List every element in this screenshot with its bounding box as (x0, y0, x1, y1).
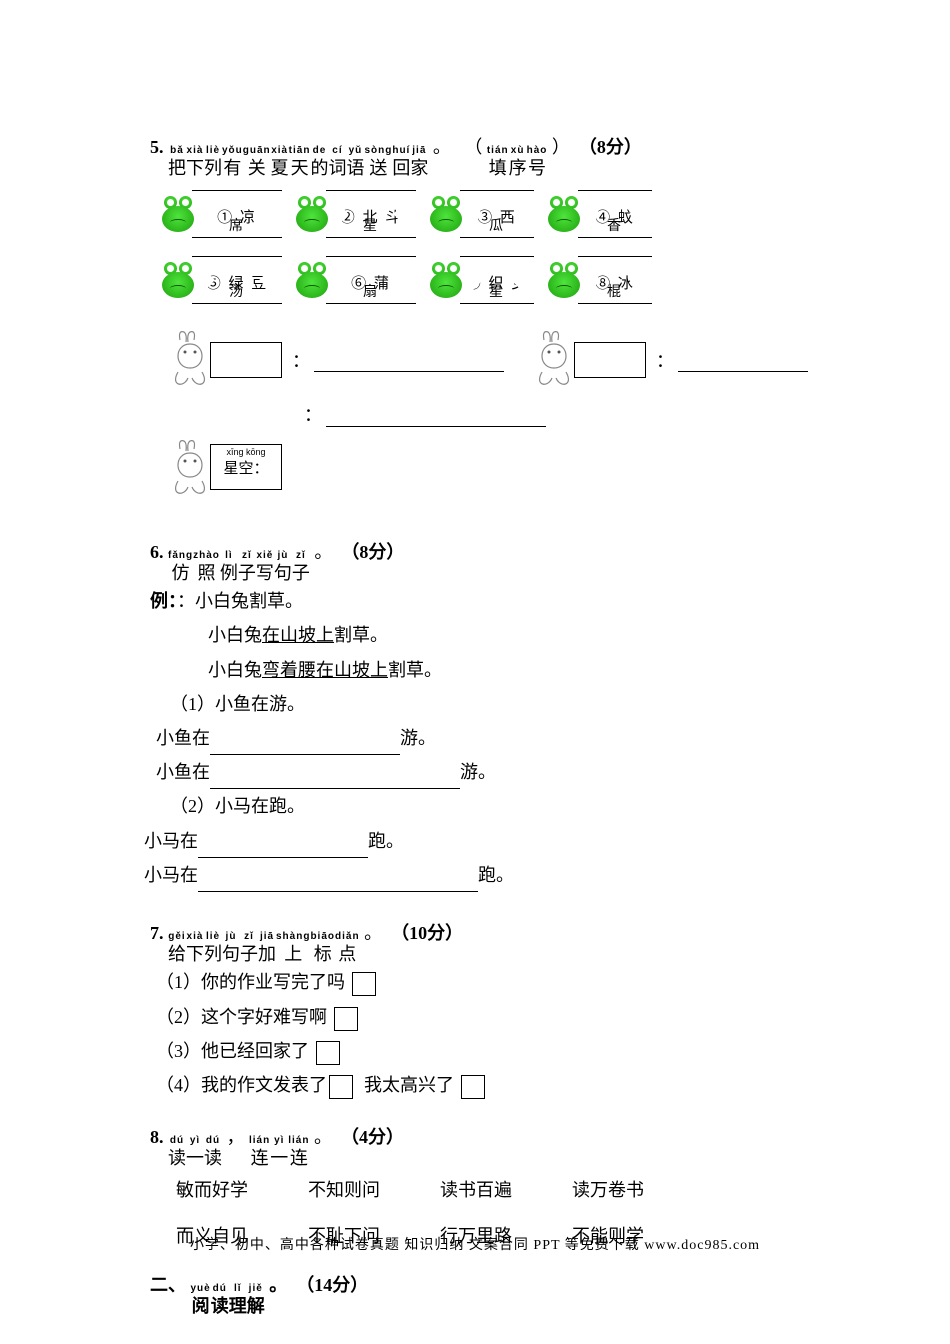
q5-pinyin: bǎ把xià下liè列yǒu有guān关xià夏tiān天de的cí词yǔ语sò… (168, 146, 428, 180)
answer-box[interactable]: xīng kōng 星空： (210, 444, 282, 490)
q6-header: 6. fǎng仿zhào照lì例zǐ子xiě写jù句zǐ子 。 （8分） (150, 535, 820, 585)
q7-header: 7. gěi给xià下liè列jù句zǐ子jiā加shàng上biāo标diǎn… (150, 916, 820, 966)
punct-box[interactable] (461, 1075, 485, 1099)
colon: ： (656, 347, 674, 373)
token: ③ 西瓜 (428, 190, 534, 238)
bunny-icon (160, 328, 220, 392)
q6-sub1: （1）小鱼在游。 (170, 687, 820, 721)
answer-line[interactable] (314, 343, 504, 372)
blank[interactable] (198, 871, 478, 892)
frog-icon (428, 196, 464, 232)
punct-box[interactable] (329, 1075, 353, 1099)
bunny-icon (524, 328, 584, 392)
token: ⑤ 绿 豆汤 (160, 256, 282, 304)
idiom: 不知则问 (308, 1176, 380, 1202)
blank[interactable] (198, 837, 368, 858)
bunny-icon (160, 437, 220, 501)
q8-row1: 敏而好学 不知则问 读书百遍 读万卷书 (176, 1176, 820, 1202)
token: ④ 蚊香 (546, 190, 652, 238)
q5-header: 5. bǎ把xià下liè列yǒu有guān关xià夏tiān天de的cí词yǔ… (150, 130, 820, 180)
word-hex: ④ 蚊香 (578, 190, 652, 238)
q8-number: 8. (150, 1127, 164, 1147)
answer-line[interactable] (326, 398, 546, 427)
word-hex: ⑦ 织 女星 (460, 256, 534, 304)
q6-example: 例：：小白兔割草。 (150, 584, 820, 618)
q5-tokens-row2: ⑤ 绿 豆汤 ⑥ 蒲扇 ⑦ 织 女星 ⑧ 冰棍 (160, 256, 820, 304)
punct-box[interactable] (316, 1041, 340, 1065)
word-hex: ⑤ 绿 豆汤 (192, 256, 282, 304)
q5-tokens-row1: ① 凉席 ② 北 斗星 ③ 西瓜 ④ 蚊香 (160, 190, 820, 238)
answer-line[interactable] (678, 343, 808, 372)
q6-sub2: （2）小马在跑。 (170, 789, 820, 823)
idiom: 敏而好学 (176, 1176, 248, 1202)
frog-icon (294, 262, 330, 298)
q6-number: 6. (150, 542, 164, 562)
blank[interactable] (210, 769, 460, 790)
q7-number: 7. (150, 923, 164, 943)
colon: ： (292, 347, 310, 373)
token: ⑧ 冰棍 (546, 256, 652, 304)
idiom: 读万卷书 (572, 1176, 644, 1202)
token: ⑥ 蒲扇 (294, 256, 416, 304)
frog-icon (160, 196, 196, 232)
word-hex: ③ 西瓜 (460, 190, 534, 238)
q8-header: 8. dú读yì一dú读 ， lián连yì一lián连 。 （4分） (150, 1120, 820, 1170)
frog-icon (428, 262, 464, 298)
q7-pinyin: gěi给xià下liè列jù句zǐ子jiā加shàng上biāo标diǎn点 (168, 932, 360, 966)
frog-icon (546, 262, 582, 298)
worksheet-page: 5. bǎ把xià下liè列yǒu有guān关xià夏tiān天de的cí词yǔ… (0, 0, 950, 1317)
blank[interactable] (210, 734, 400, 755)
frog-icon (546, 196, 582, 232)
token: ② 北 斗星 (294, 190, 416, 238)
punct-box[interactable] (334, 1007, 358, 1031)
word-hex: ⑧ 冰棍 (578, 256, 652, 304)
punct-box[interactable] (352, 972, 376, 996)
word-hex: ⑥ 蒲扇 (326, 256, 416, 304)
answer-box[interactable] (210, 342, 282, 378)
frog-icon (294, 196, 330, 232)
q5-number: 5. (150, 137, 164, 157)
star-label: 星空： (223, 457, 268, 478)
word-hex: ② 北 斗星 (326, 190, 416, 238)
q5-answer-area: ： ： ： xīng kōng 星空： (160, 328, 820, 501)
section2-header: 二、 yuè阅dú读lǐ理jiě解 。 （14分） (150, 1268, 820, 1318)
page-footer: 小学、初中、高中各种试卷真题 知识归纳 文案合同 PPT 等免费下载 www.d… (0, 1234, 950, 1254)
q6-pinyin: fǎng仿zhào照lì例zǐ子xiě写jù句zǐ子 (168, 551, 310, 585)
answer-box[interactable] (574, 342, 646, 378)
frog-icon (160, 262, 196, 298)
pinyin: xīng kōng (226, 447, 265, 457)
colon: ： (304, 401, 322, 427)
word-hex: ① 凉席 (192, 190, 282, 238)
token: ① 凉席 (160, 190, 282, 238)
idiom: 读书百遍 (440, 1176, 512, 1202)
q5-tian: tián填xù序hào号 (487, 146, 548, 180)
token: ⑦ 织 女星 (428, 256, 534, 304)
